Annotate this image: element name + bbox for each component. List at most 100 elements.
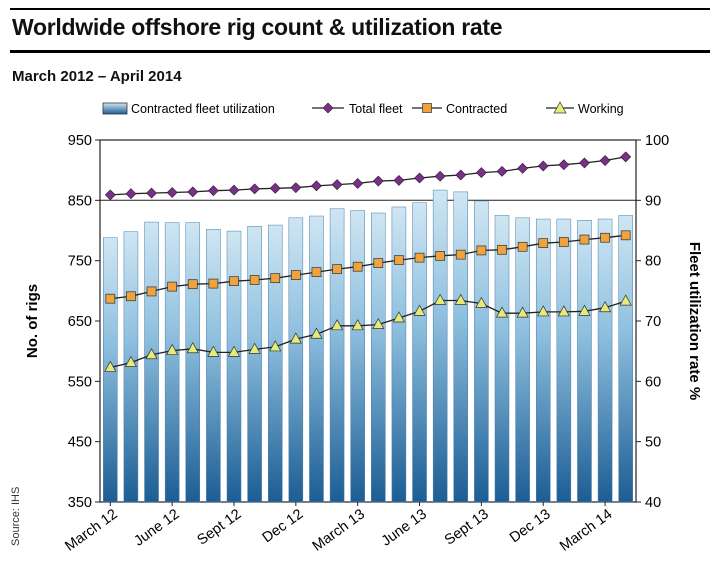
y2-tick-label: 80 (645, 254, 661, 270)
working-point (495, 306, 509, 318)
utilization-bar (309, 215, 324, 503)
working-point (619, 294, 632, 306)
working-point (392, 311, 406, 323)
working-point (598, 301, 612, 313)
x-tick-label: Dec 13 (507, 506, 554, 546)
utilization-bar (391, 206, 407, 503)
legend-total-label: Total fleet (349, 102, 403, 116)
utilization-bar (329, 208, 345, 503)
working-point (124, 355, 138, 367)
total-fleet-point (228, 184, 240, 196)
working-point (372, 317, 385, 329)
y-tick-label: 750 (68, 254, 92, 270)
contracted-point (167, 281, 178, 292)
total-fleet-point (537, 160, 549, 172)
total-fleet-point (620, 151, 632, 163)
utilization-bar (432, 189, 448, 503)
y-tick-label: 850 (68, 193, 92, 209)
legend-contracted-label: Contracted (446, 102, 507, 116)
total-fleet-point (517, 162, 529, 174)
working-point (104, 360, 117, 372)
y2-tick-label: 100 (645, 133, 669, 149)
contracted-point (558, 237, 569, 247)
working-point (454, 293, 467, 305)
total-fleet-point (187, 186, 199, 198)
total-fleet-point (558, 159, 570, 171)
total-fleet-point (414, 172, 425, 184)
x-tick-label: March 13 (310, 506, 368, 554)
working-point (330, 319, 344, 331)
total-fleet-point (599, 155, 611, 166)
contracted-point (208, 278, 219, 289)
total-fleet-point (331, 179, 343, 191)
contracted-point (105, 293, 116, 304)
utilization-bar (226, 230, 242, 503)
contracted-point (270, 273, 281, 284)
x-tick-label: March 14 (557, 506, 615, 554)
total-fleet-point (455, 169, 467, 181)
source-note: Source: IHS (10, 486, 22, 546)
y2-tick-label: 60 (645, 374, 661, 390)
utilization-bar (535, 218, 551, 503)
legend-total-marker (322, 102, 334, 114)
legend-utilization-swatch (102, 102, 128, 115)
working-point (557, 305, 570, 317)
working-point (516, 306, 529, 318)
contracted-point (476, 245, 487, 256)
total-fleet-point (311, 180, 322, 192)
total-fleet-point (372, 175, 384, 187)
legend-contracted-marker (422, 103, 432, 113)
total-fleet-point (434, 170, 446, 182)
working-point (578, 304, 591, 316)
y-tick-label: 650 (68, 314, 92, 330)
total-fleet-point (475, 167, 487, 179)
y2-tick-label: 50 (645, 435, 661, 451)
y2-tick-label: 90 (645, 193, 661, 209)
utilization-bar (288, 217, 304, 503)
utilization-bar (371, 212, 386, 503)
top-rule (10, 8, 710, 10)
working-point (248, 342, 261, 354)
contracted-point (435, 250, 446, 261)
utilization-bar (597, 218, 613, 503)
contracted-point (146, 286, 157, 297)
utilization-bar (247, 226, 262, 503)
x-tick-label: Sept 12 (194, 506, 244, 548)
working-point (166, 343, 179, 355)
contracted-point (373, 258, 384, 268)
contracted-point (455, 249, 466, 260)
utilization-bar (206, 229, 221, 503)
utilization-bar (515, 217, 530, 503)
x-tick-label: Dec 12 (260, 506, 307, 546)
utilization-bar (267, 224, 283, 503)
contracted-point (620, 230, 631, 241)
utilization-bar (577, 219, 592, 503)
utilization-bar (556, 218, 572, 503)
x-tick-label: Sept 13 (442, 506, 492, 548)
total-fleet-point (207, 185, 219, 197)
utilization-bar (144, 221, 159, 503)
y2-tick-label: 40 (645, 495, 661, 511)
utilization-bar (164, 222, 180, 503)
utilization-bar (350, 210, 365, 503)
y-tick-label: 550 (68, 374, 92, 390)
contracted-point (290, 270, 301, 280)
y-tick-label: 350 (68, 495, 92, 511)
working-point (434, 293, 447, 305)
chart-subtitle: March 2012 – April 2014 (12, 68, 182, 85)
working-point (227, 345, 241, 357)
utilization-bar (494, 215, 510, 503)
total-fleet-point (104, 189, 116, 201)
x-tick-label: June 12 (131, 506, 182, 549)
contracted-point (600, 232, 610, 243)
contracted-point (249, 275, 260, 285)
total-fleet-point (393, 174, 405, 186)
utilization-bar (412, 202, 427, 503)
contracted-point (579, 234, 590, 245)
legend-working-label: Working (578, 102, 624, 116)
total-fleet-point (290, 182, 302, 194)
total-fleet-point (125, 188, 137, 200)
working-point (310, 327, 323, 339)
working-point (537, 305, 550, 317)
